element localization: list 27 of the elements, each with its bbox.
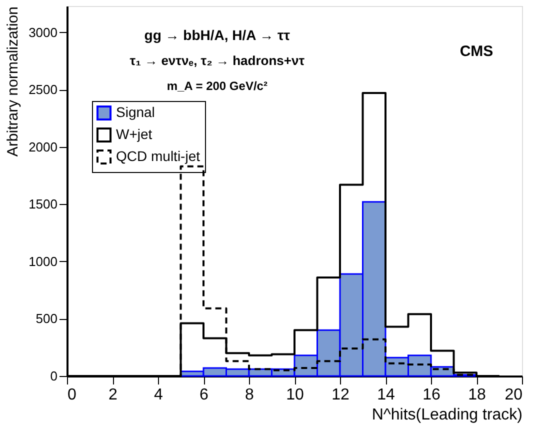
x-tick-label: 18 <box>468 386 486 404</box>
y-tick-label: 2000 <box>28 139 58 154</box>
y-tick-label: 1000 <box>28 254 58 269</box>
x-tick-label: 16 <box>422 386 440 404</box>
x-axis-title: N^hits(Leading track) <box>372 406 522 424</box>
x-tick-label: 0 <box>68 386 76 404</box>
x-tick-label: 10 <box>286 386 304 404</box>
y-tick-label: 500 <box>36 311 58 326</box>
y-tick-label: 1500 <box>28 196 58 212</box>
annotation: m_A = 200 GeV/c² <box>166 79 268 93</box>
legend-label: W+jet <box>116 126 152 142</box>
annotation: gg → bbH/A, H/A → ττ <box>144 27 291 43</box>
x-tick-label: 8 <box>245 386 254 404</box>
annotation: CMS <box>460 43 494 60</box>
legend-label: QCD multi-jet <box>116 148 200 164</box>
x-tick-label: 14 <box>377 386 395 404</box>
y-tick-label: 0 <box>50 368 58 384</box>
legend-label: Signal <box>116 104 155 120</box>
x-tick-label: 4 <box>154 386 164 404</box>
annotation: τ₁ → eντνₑ, τ₂ → hadrons+ντ <box>130 53 305 68</box>
x-tick-label: 2 <box>108 386 118 404</box>
x-tick-label: 12 <box>332 386 350 404</box>
x-tick-label: 6 <box>200 386 209 404</box>
y-tick-label: 2500 <box>28 82 58 98</box>
y-tick-label: 3000 <box>28 24 58 40</box>
y-axis-title: Arbitrary normalization <box>4 6 22 157</box>
x-tick-label: 20 <box>504 386 523 404</box>
